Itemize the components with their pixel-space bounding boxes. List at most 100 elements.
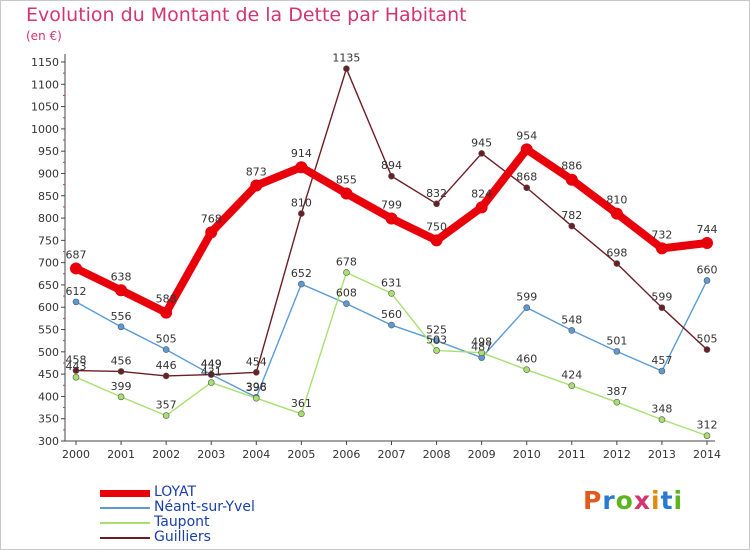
- y-tick-label: 1100: [31, 78, 59, 91]
- data-label: 744: [697, 223, 718, 236]
- data-label: 1135: [332, 52, 360, 65]
- data-label: 612: [66, 285, 87, 298]
- data-point: [475, 201, 488, 214]
- data-label: 599: [651, 291, 672, 304]
- data-point: [252, 394, 260, 402]
- data-point: [207, 371, 215, 378]
- data-point: [523, 184, 531, 192]
- chart-title: Evolution du Montant de la Dette par Hab…: [26, 4, 467, 26]
- data-label: 678: [336, 255, 357, 268]
- data-label: 873: [246, 166, 267, 179]
- data-point: [658, 367, 666, 375]
- data-point: [478, 150, 485, 157]
- data-label: 886: [561, 160, 582, 173]
- data-point: [160, 306, 173, 319]
- data-label: 687: [66, 248, 87, 261]
- data-point: [207, 379, 215, 386]
- data-label: 548: [561, 313, 582, 326]
- data-label: 505: [697, 333, 718, 346]
- y-tick-label: 650: [38, 279, 59, 292]
- chart-subtitle: (en €): [26, 29, 62, 43]
- data-label: 312: [697, 419, 718, 432]
- data-point: [117, 323, 125, 331]
- data-label: 487: [471, 341, 492, 354]
- x-tick-label: 2008: [423, 448, 451, 461]
- data-label: 631: [381, 276, 402, 289]
- data-label: 460: [516, 353, 537, 366]
- data-label: 458: [66, 354, 87, 367]
- y-tick-label: 700: [38, 257, 59, 270]
- y-tick-label: 500: [38, 346, 59, 359]
- data-label: 799: [381, 199, 402, 212]
- data-point: [568, 327, 576, 334]
- data-label: 424: [561, 369, 582, 382]
- data-label: 945: [471, 136, 492, 149]
- data-point: [703, 432, 711, 439]
- data-point: [117, 393, 125, 401]
- legend-swatch: [100, 489, 150, 497]
- data-label: 588: [156, 293, 177, 306]
- data-label: 638: [111, 270, 132, 283]
- data-label: 387: [606, 385, 627, 398]
- y-tick-label: 1150: [31, 56, 59, 69]
- x-tick-label: 2001: [107, 448, 135, 461]
- data-point: [523, 304, 531, 311]
- data-label: 914: [291, 147, 312, 160]
- data-point: [295, 161, 308, 174]
- data-point: [72, 367, 80, 374]
- data-point: [162, 412, 170, 419]
- data-point: [433, 337, 440, 344]
- data-label: 810: [291, 197, 312, 210]
- x-tick-label: 2010: [513, 448, 541, 461]
- data-label: 449: [201, 358, 222, 371]
- data-label: 431: [201, 366, 222, 379]
- data-label: 449: [201, 358, 222, 371]
- data-point: [388, 290, 395, 297]
- data-point: [703, 346, 711, 353]
- data-label: 399: [111, 380, 132, 393]
- data-point: [568, 382, 576, 390]
- data-label: 750: [426, 220, 447, 233]
- data-point: [388, 321, 395, 329]
- data-label: 832: [426, 187, 447, 200]
- data-point: [343, 300, 350, 307]
- data-point: [250, 179, 263, 192]
- data-label: 357: [156, 399, 177, 412]
- data-point: [613, 260, 621, 267]
- legend-label: Taupont: [154, 514, 210, 530]
- data-label: 498: [471, 336, 492, 349]
- data-label: 457: [651, 354, 672, 367]
- data-point: [117, 368, 125, 375]
- data-label: 446: [156, 359, 177, 372]
- x-tick-label: 2011: [558, 448, 586, 461]
- proxiti-logo: Proxiti: [583, 486, 684, 515]
- data-point: [340, 187, 353, 200]
- data-point: [162, 346, 170, 353]
- data-point: [343, 65, 350, 72]
- data-label: 608: [336, 287, 357, 300]
- data-label: 454: [246, 355, 267, 368]
- data-label: 348: [651, 403, 672, 416]
- data-label: 599: [516, 291, 537, 304]
- y-tick-label: 900: [38, 167, 59, 180]
- data-point: [703, 277, 711, 284]
- legend-label: Néant-sur-Yvel: [154, 499, 255, 515]
- data-label: 525: [426, 324, 447, 337]
- x-tick-label: 2004: [242, 448, 270, 461]
- data-point: [478, 349, 485, 357]
- data-point: [565, 173, 578, 186]
- data-point: [298, 410, 305, 418]
- y-tick-label: 1050: [31, 101, 59, 114]
- x-tick-label: 2005: [287, 448, 315, 461]
- data-label: 456: [111, 354, 132, 367]
- data-label: 660: [697, 263, 718, 276]
- data-label: 652: [291, 267, 312, 280]
- y-tick-label: 1000: [31, 123, 59, 136]
- data-point: [658, 304, 666, 311]
- y-tick-label: 800: [38, 212, 59, 225]
- data-label: 824: [471, 187, 492, 200]
- data-point: [70, 262, 82, 275]
- data-label: 894: [381, 159, 402, 172]
